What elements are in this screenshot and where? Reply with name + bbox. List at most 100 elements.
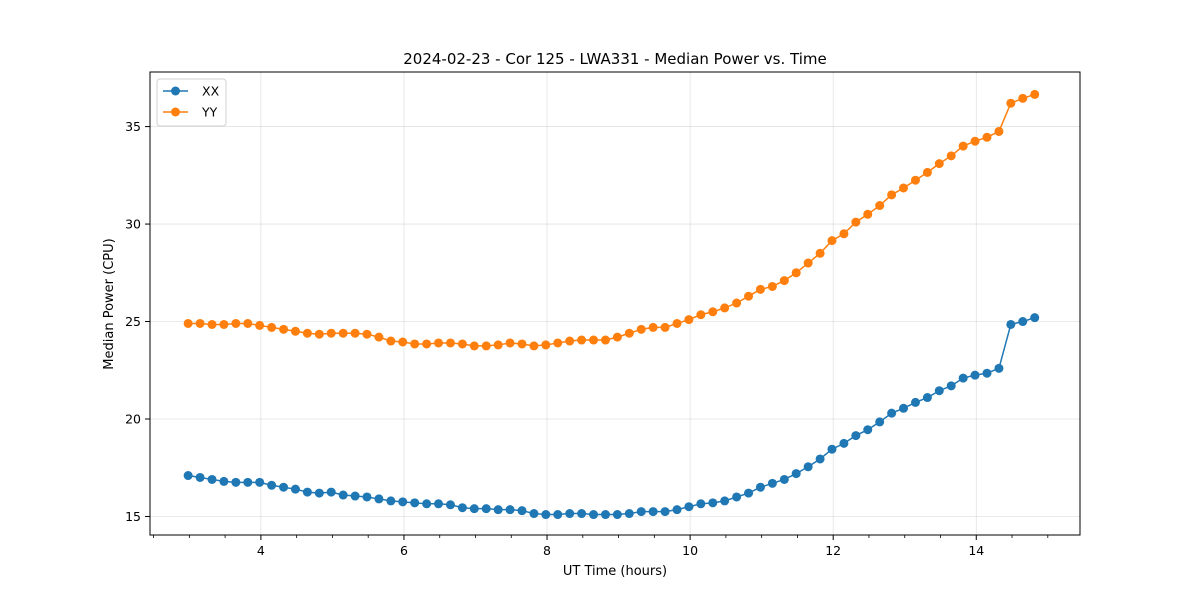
- data-point-yy: [863, 209, 873, 219]
- data-point-yy: [565, 336, 575, 346]
- data-point-yy: [839, 229, 849, 239]
- data-point-xx: [207, 474, 217, 484]
- data-point-yy: [422, 339, 432, 349]
- data-point-xx: [493, 505, 503, 515]
- series-layer: [183, 89, 1040, 520]
- data-point-xx: [505, 505, 515, 515]
- x-tick-label: 14: [968, 543, 984, 558]
- data-point-yy: [243, 318, 253, 328]
- data-point-xx: [994, 363, 1004, 373]
- data-point-xx: [660, 507, 670, 517]
- legend-marker-xx: [171, 86, 180, 96]
- data-point-yy: [732, 298, 742, 308]
- data-point-yy: [183, 318, 193, 328]
- data-point-xx: [708, 498, 718, 508]
- data-point-yy: [934, 159, 944, 169]
- data-point-yy: [720, 303, 730, 313]
- ticks-layer: 4 6 8 10 12 14 15 20 25 30 35: [125, 119, 1049, 558]
- data-point-yy: [815, 248, 825, 258]
- data-point-yy: [922, 167, 932, 177]
- data-point-yy: [255, 320, 265, 330]
- data-point-xx: [279, 482, 289, 492]
- data-point-xx: [445, 500, 455, 510]
- data-point-xx: [767, 478, 777, 488]
- data-point-xx: [720, 496, 730, 506]
- data-point-yy: [696, 310, 706, 320]
- data-point-xx: [648, 507, 658, 517]
- data-point-xx: [434, 499, 444, 509]
- data-point-xx: [577, 509, 587, 519]
- data-point-yy: [887, 190, 897, 200]
- data-point-xx: [195, 472, 205, 482]
- data-point-xx: [553, 510, 563, 520]
- y-axis-label: Median Power (CPU): [102, 238, 117, 369]
- data-point-yy: [505, 338, 515, 348]
- data-point-xx: [362, 492, 372, 502]
- data-point-xx: [672, 505, 682, 515]
- data-point-yy: [994, 126, 1004, 136]
- data-point-xx: [267, 480, 277, 490]
- legend-label-yy: YY: [201, 105, 218, 120]
- data-point-xx: [541, 510, 551, 520]
- y-tick-label: 20: [125, 412, 141, 427]
- data-point-yy: [457, 339, 467, 349]
- data-point-yy: [600, 335, 610, 345]
- data-point-yy: [1030, 89, 1040, 99]
- data-point-xx: [457, 503, 467, 513]
- data-point-yy: [398, 337, 408, 347]
- data-point-yy: [910, 175, 920, 185]
- data-point-yy: [636, 324, 646, 334]
- data-point-xx: [1006, 319, 1016, 329]
- data-point-xx: [386, 496, 396, 506]
- data-point-xx: [374, 494, 384, 504]
- data-point-xx: [600, 510, 610, 520]
- data-point-yy: [386, 336, 396, 346]
- data-point-yy: [744, 291, 754, 301]
- data-point-xx: [946, 381, 956, 391]
- data-point-yy: [648, 322, 658, 332]
- data-point-xx: [815, 454, 825, 464]
- x-tick-label: 6: [400, 543, 408, 558]
- data-point-yy: [946, 151, 956, 161]
- y-tick-label: 15: [125, 509, 141, 524]
- data-point-xx: [982, 368, 992, 378]
- x-axis-label: UT Time (hours): [563, 564, 667, 579]
- data-point-yy: [612, 332, 622, 342]
- data-point-xx: [422, 499, 432, 509]
- x-tick-label: 4: [257, 543, 265, 558]
- data-point-yy: [672, 318, 682, 328]
- data-point-yy: [577, 335, 587, 345]
- data-point-xx: [529, 509, 539, 519]
- plot-area-frame: [149, 71, 1081, 536]
- data-point-xx: [517, 506, 527, 516]
- data-point-xx: [970, 370, 980, 380]
- data-point-yy: [684, 315, 694, 325]
- data-point-yy: [624, 328, 634, 338]
- data-point-yy: [314, 329, 324, 339]
- data-point-yy: [660, 322, 670, 332]
- data-point-yy: [195, 318, 205, 328]
- chart-title: 2024-02-23 - Cor 125 - LWA331 - Median P…: [403, 50, 827, 68]
- data-point-yy: [302, 328, 312, 338]
- data-point-xx: [469, 504, 479, 514]
- data-point-xx: [899, 403, 909, 413]
- data-point-xx: [326, 487, 336, 497]
- data-point-xx: [744, 488, 754, 498]
- data-point-yy: [875, 201, 885, 211]
- data-point-xx: [958, 373, 968, 383]
- data-point-xx: [827, 444, 837, 454]
- data-point-xx: [255, 477, 265, 487]
- data-point-yy: [267, 322, 277, 332]
- data-point-yy: [326, 328, 336, 338]
- data-point-yy: [529, 341, 539, 351]
- data-point-xx: [219, 476, 229, 486]
- data-point-xx: [1018, 317, 1028, 327]
- data-point-xx: [1030, 313, 1040, 323]
- data-point-xx: [565, 509, 575, 519]
- y-tick-label: 30: [125, 217, 141, 232]
- data-point-yy: [767, 281, 777, 291]
- data-point-yy: [541, 340, 551, 350]
- data-point-yy: [469, 341, 479, 351]
- data-point-yy: [1006, 98, 1016, 108]
